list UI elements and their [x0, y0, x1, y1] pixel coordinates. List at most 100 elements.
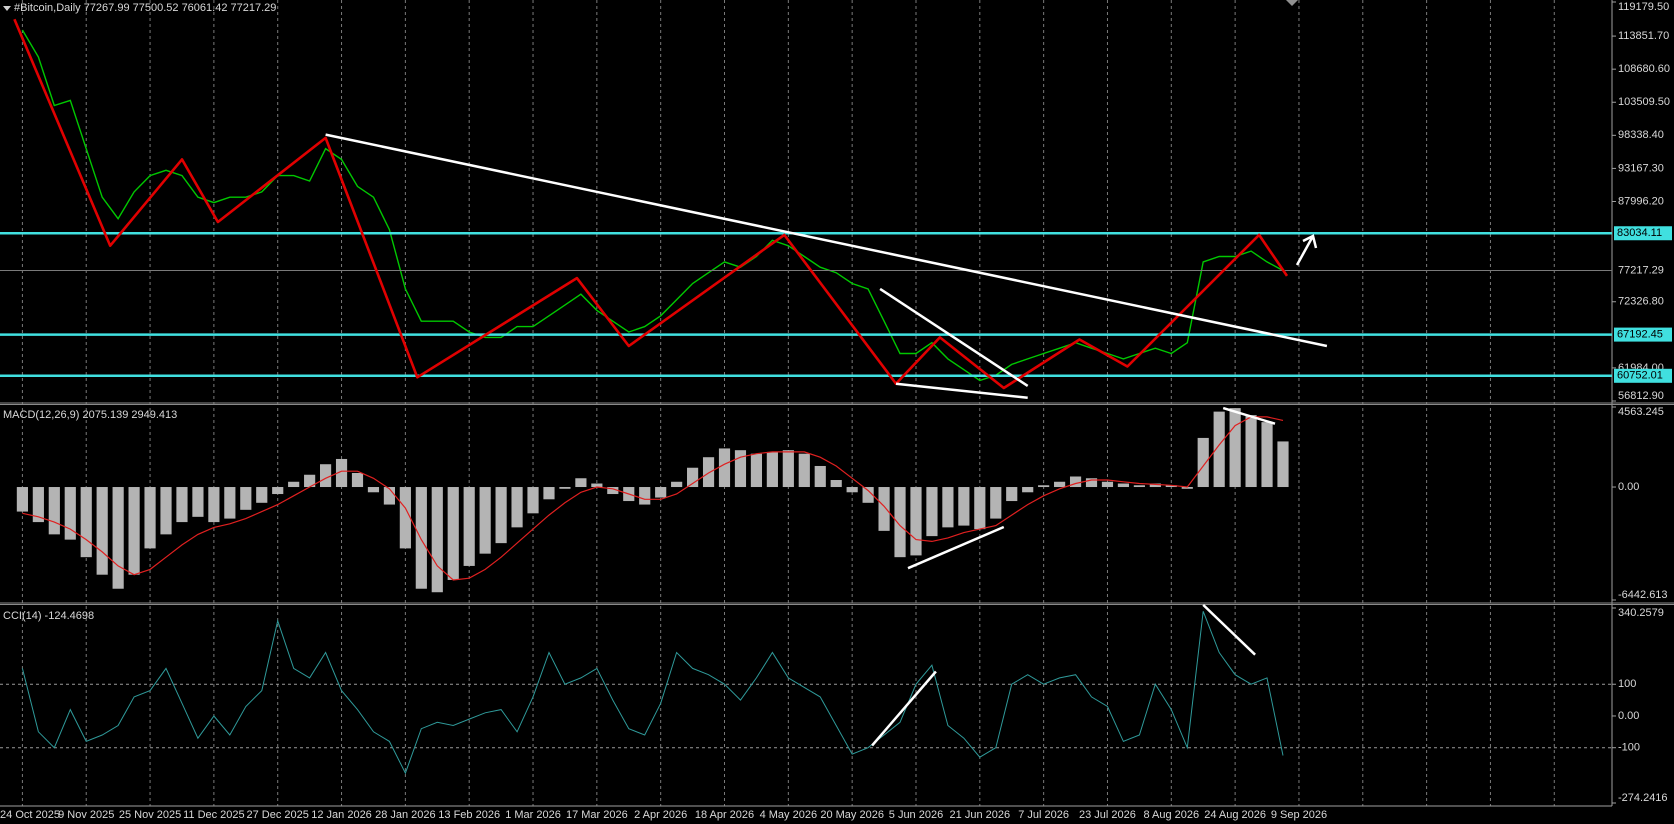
- macd-bar: [511, 487, 523, 528]
- x-tick-label: 7 Jul 2026: [1018, 809, 1069, 821]
- macd-bar: [1038, 485, 1050, 488]
- macd-bar: [80, 487, 92, 558]
- macd-bar: [431, 487, 443, 593]
- macd-bar: [814, 465, 826, 488]
- x-tick-label: 4 May 2026: [760, 809, 817, 821]
- macd-bar: [1117, 483, 1130, 488]
- x-tick-label: 24 Oct 2025: [0, 809, 60, 821]
- macd-bar: [1165, 485, 1177, 488]
- y-tick-label: 103509.50: [1618, 96, 1670, 108]
- signal-line: [22, 416, 1284, 581]
- y-tick-label: 340.2579: [1618, 607, 1664, 619]
- y-tick-label: 119179.50: [1618, 1, 1669, 13]
- level-label: 67192.45: [1617, 329, 1663, 341]
- macd-bar: [447, 487, 459, 580]
- macd-bar: [399, 487, 411, 549]
- x-tick-label: 20 May 2026: [820, 809, 884, 821]
- x-tick-label: 13 Feb 2026: [438, 809, 500, 821]
- trend-line: [871, 670, 937, 747]
- macd-bar: [1149, 483, 1161, 488]
- level-tag: [1614, 368, 1672, 383]
- x-tick-label: 2 Apr 2026: [634, 809, 687, 821]
- macd-bar: [559, 487, 571, 489]
- shift-marker: [1286, 0, 1298, 6]
- macd-bar: [319, 464, 332, 488]
- macd-bar: [240, 487, 252, 510]
- macd-bar: [910, 487, 922, 556]
- x-tick-label: 21 Jun 2026: [950, 809, 1011, 821]
- y-tick-label: 98338.40: [1618, 129, 1664, 141]
- x-tick-label: 17 Mar 2026: [566, 809, 628, 821]
- macd-bar: [1006, 487, 1018, 502]
- macd-bar: [974, 487, 986, 530]
- x-tick-label: 11 Dec 2025: [183, 809, 245, 821]
- y-tick-label: 93167.30: [1618, 162, 1664, 174]
- macd-bar: [367, 487, 380, 493]
- macd-bar: [1022, 487, 1034, 493]
- macd-bar: [208, 487, 220, 523]
- level-label: 83034.11: [1617, 227, 1662, 239]
- macd-bar: [64, 487, 76, 540]
- cci-line: [21, 611, 1284, 775]
- y-tick-label: -6442.613: [1618, 589, 1668, 601]
- y-tick-label: -274.2416: [1618, 792, 1668, 804]
- y-tick-label: -100: [1618, 742, 1640, 754]
- macd-bar: [463, 487, 475, 566]
- trend-line: [1202, 603, 1256, 656]
- last-price-label: 77217.29: [1618, 264, 1664, 276]
- macd-bar: [272, 487, 284, 495]
- x-tick-label: 1 Mar 2026: [505, 809, 561, 821]
- macd-bar: [415, 487, 427, 589]
- macd-bar: [1133, 485, 1145, 488]
- y-tick-label: 56812.90: [1618, 390, 1664, 402]
- macd-bar: [1085, 478, 1098, 488]
- macd-bar: [128, 487, 140, 575]
- macd-bar: [942, 487, 954, 528]
- panel-title: #Bitcoin,Daily 77267.99 77500.52 76061.4…: [14, 2, 276, 14]
- macd-bar: [607, 487, 619, 495]
- macd-bar: [766, 451, 778, 488]
- macd-bar: [479, 487, 491, 554]
- macd-bar: [1261, 422, 1273, 488]
- macd-bar: [575, 478, 587, 488]
- macd-bar: [671, 481, 683, 488]
- x-tick-label: 28 Jan 2026: [375, 809, 436, 821]
- macd-bar: [718, 448, 731, 488]
- level-label: 60752.01: [1617, 370, 1663, 382]
- x-tick-label: 9 Nov 2025: [58, 809, 114, 821]
- macd-bar: [878, 487, 890, 531]
- level-tag: [1614, 327, 1672, 342]
- macd-bar: [734, 450, 747, 488]
- panel-title: MACD(12,26,9) 2075.139 2949.413: [3, 409, 177, 421]
- macd-bar: [32, 487, 44, 523]
- y-tick-label: 113851.70: [1618, 30, 1669, 42]
- macd-bar: [160, 487, 172, 535]
- macd-bar: [687, 467, 699, 488]
- x-tick-label: 12 Jan 2026: [311, 809, 372, 821]
- x-tick-label: 9 Sep 2026: [1271, 809, 1327, 821]
- macd-bar: [958, 487, 970, 526]
- x-tick-label: 8 Aug 2026: [1143, 809, 1199, 821]
- macd-bar: [926, 487, 938, 537]
- macd-bar: [1245, 415, 1257, 488]
- trend-line: [325, 133, 1328, 348]
- x-tick-label: 5 Jun 2026: [889, 809, 943, 821]
- macd-bar: [1054, 481, 1066, 488]
- trend-line: [1222, 406, 1276, 425]
- macd-bar: [1197, 437, 1209, 488]
- macd-bar: [655, 487, 667, 498]
- macd-bar: [639, 487, 651, 505]
- zigzag-line: [13, 18, 1289, 390]
- x-tick-label: 24 Aug 2026: [1204, 809, 1266, 821]
- macd-bar: [782, 450, 794, 488]
- macd-bar: [990, 487, 1002, 519]
- y-tick-label: 100: [1618, 678, 1636, 690]
- macd-bar: [256, 487, 268, 503]
- macd-bar: [96, 487, 108, 575]
- trend-line: [907, 525, 1005, 570]
- macd-bar: [1069, 476, 1082, 488]
- y-tick-label: 0.00: [1618, 710, 1639, 722]
